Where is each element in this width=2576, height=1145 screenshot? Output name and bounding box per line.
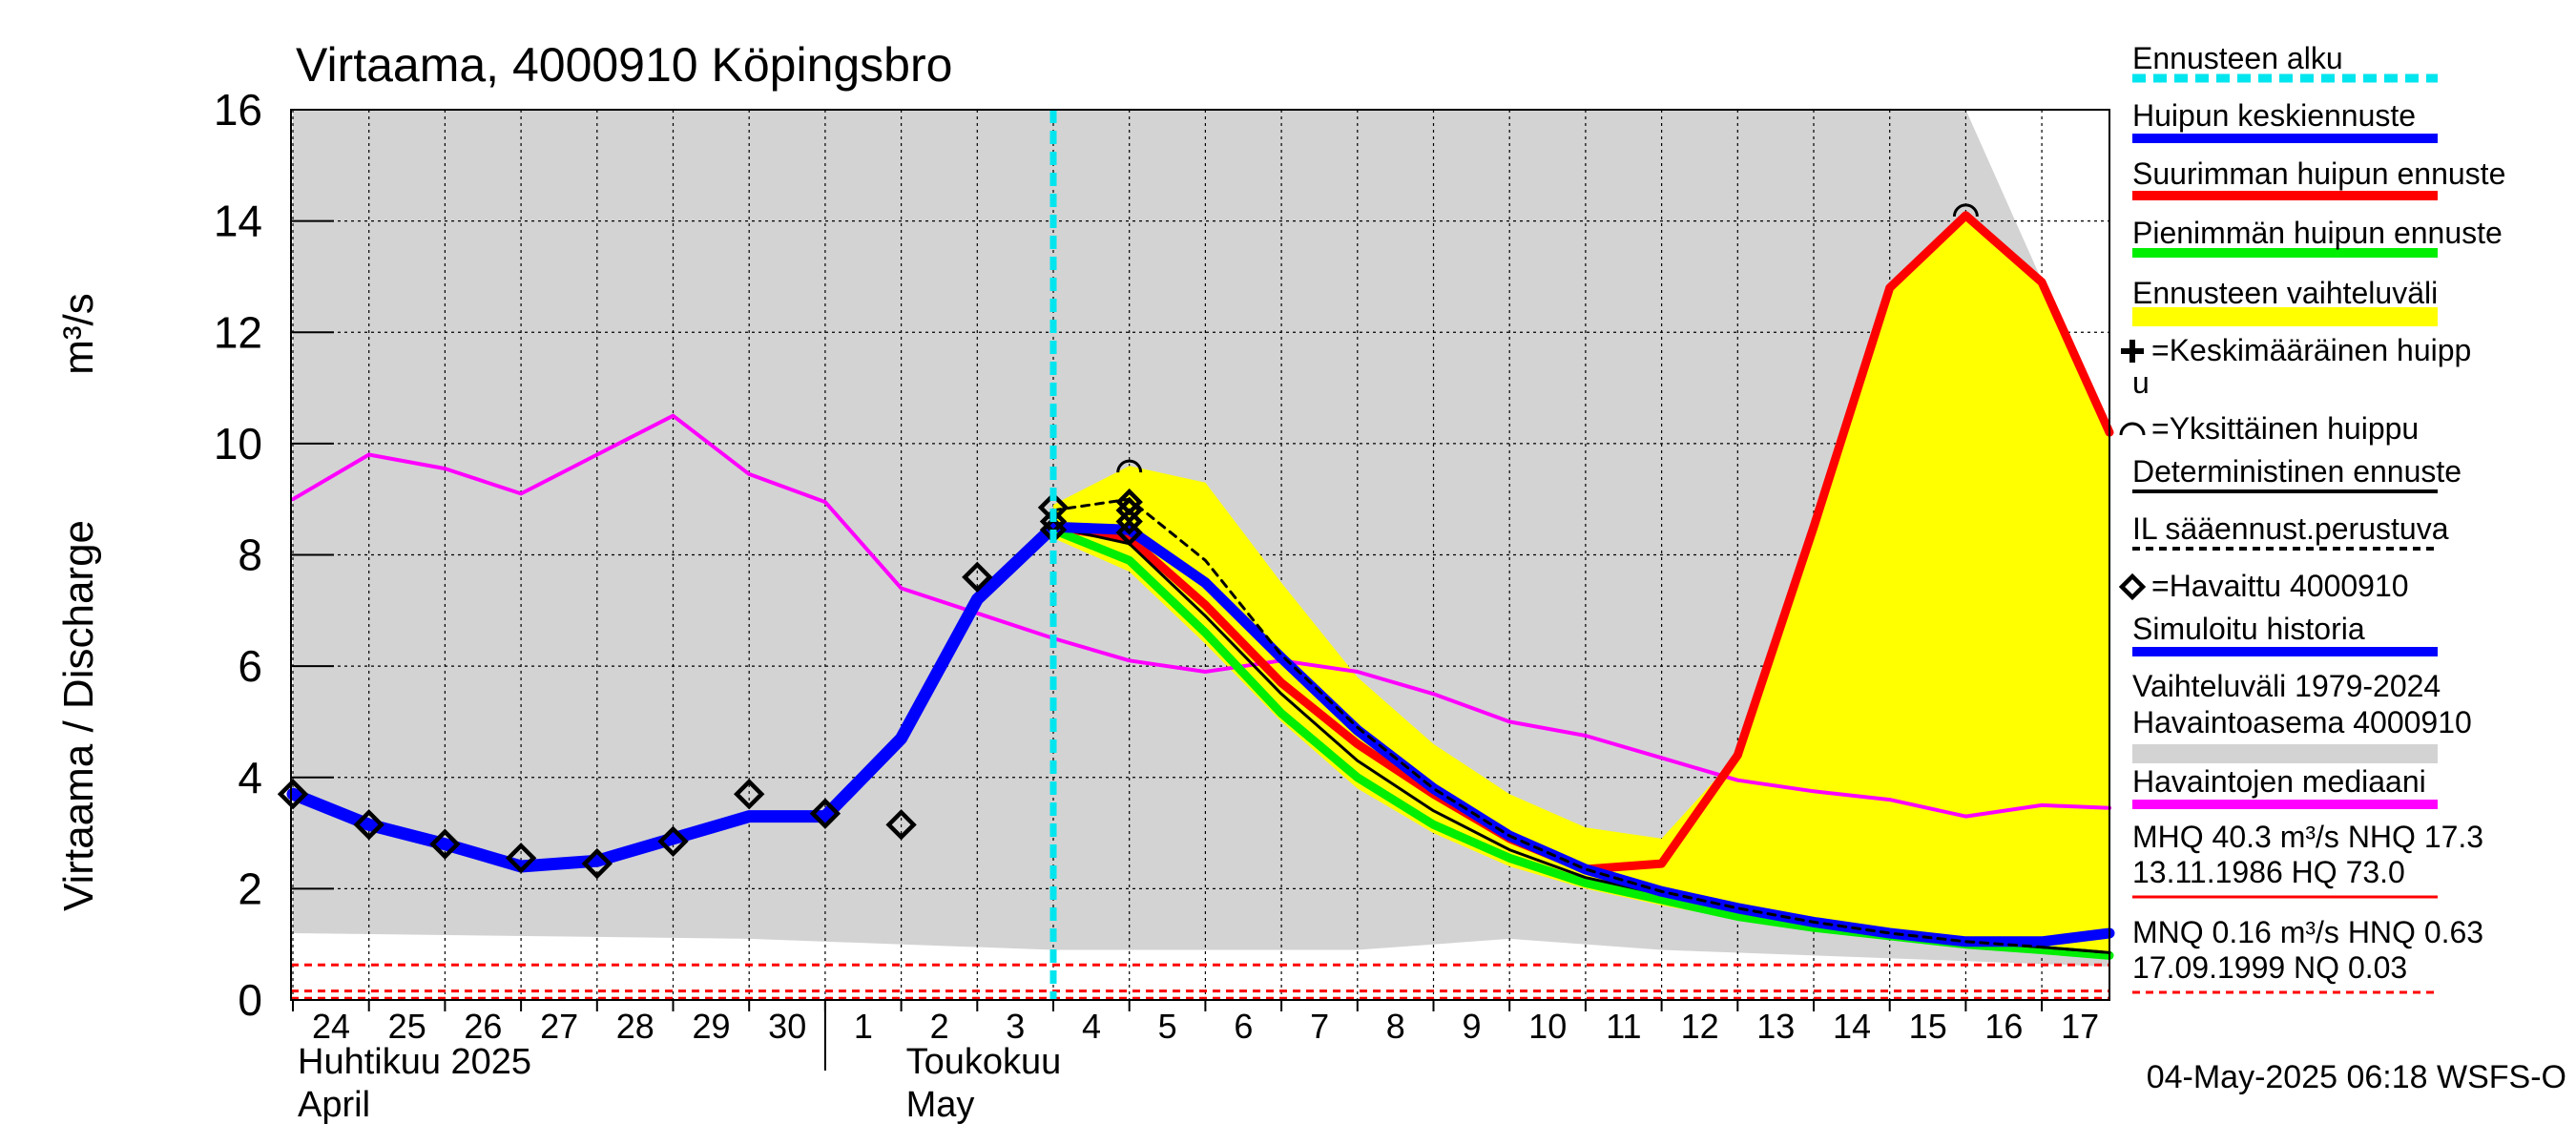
legend-label: Suurimman huipun ennuste [2132, 156, 2505, 191]
legend-label: =Yksittäinen huippu [2151, 411, 2419, 446]
peak-diamond [1115, 518, 1143, 547]
legend-label-line2: 13.11.1986 HQ 73.0 [2132, 855, 2405, 889]
legend-label: Simuloitu historia [2132, 612, 2365, 646]
y-tick-label: 4 [238, 753, 262, 802]
y-tick-label: 2 [238, 864, 262, 913]
legend-label: Ennusteen vaihteluväli [2132, 276, 2438, 310]
legend-label-line2: Havaintoasema 4000910 [2132, 705, 2472, 739]
y-tick-label: 16 [214, 85, 262, 135]
y-tick-label: 12 [214, 307, 262, 357]
legend-label-line2: u [2132, 365, 2150, 400]
footer-timestamp: 04-May-2025 06:18 WSFS-O [2147, 1059, 2566, 1095]
y-tick-label: 8 [238, 531, 262, 580]
legend-label: MHQ 40.3 m³/s NHQ 17.3 [2132, 820, 2483, 854]
legend-label: Huipun keskiennuste [2132, 98, 2416, 133]
peak-arc [1116, 459, 1143, 473]
legend-label: MNQ 0.16 m³/s HNQ 0.63 [2132, 915, 2483, 949]
x-tick-label: 15 [1909, 1007, 1947, 1046]
month-label: Toukokuu [906, 1042, 1062, 1082]
x-tick-label: 4 [1082, 1007, 1101, 1046]
series-havaintojen-mediaani [291, 413, 2111, 819]
x-tick-label: 24 [312, 1007, 350, 1046]
x-tick-label: 16 [1984, 1007, 2023, 1046]
forecast-range-area [1053, 215, 2109, 959]
x-tick-label: 26 [464, 1007, 502, 1046]
observed-point [581, 847, 613, 880]
series-simuloitu-historia [286, 520, 1060, 873]
observed-point [809, 798, 841, 829]
x-tick-label: 14 [1833, 1007, 1871, 1046]
markers [277, 203, 1979, 880]
x-tick-label: 28 [616, 1007, 654, 1046]
observed-point [353, 809, 384, 841]
y-axis-unit: m³/s [55, 293, 102, 375]
observed-point [962, 561, 993, 593]
x-tick-label: 12 [1681, 1007, 1719, 1046]
x-tick-label: 13 [1756, 1007, 1795, 1046]
legend-arc-icon [2119, 422, 2146, 436]
x-tick-label: 7 [1310, 1007, 1329, 1046]
observed-point [657, 825, 689, 857]
legend-label: Deterministinen ennuste [2132, 454, 2462, 489]
month-label: Huhtikuu 2025 [298, 1042, 531, 1082]
forecast-range-band [1053, 215, 2109, 959]
x-tick-label: 10 [1528, 1007, 1567, 1046]
x-tick-label: 17 [2061, 1007, 2099, 1046]
peak-diamond [1115, 508, 1143, 535]
legend-label: Ennusteen alku [2132, 41, 2343, 75]
observed-point [885, 809, 917, 841]
legend-label: =Havaittu 4000910 [2151, 569, 2409, 603]
observed-point [734, 779, 765, 810]
legend-label: Havaintojen mediaani [2132, 764, 2426, 799]
legend-label: Pienimmän huipun ennuste [2132, 216, 2503, 250]
series-lines [286, 211, 2115, 960]
x-tick-label: 11 [1606, 1007, 1641, 1046]
legend-plus-icon [2121, 340, 2144, 363]
x-tick-label: 29 [692, 1007, 730, 1046]
x-tick-label: 8 [1386, 1007, 1405, 1046]
x-tick-label: 27 [540, 1007, 578, 1046]
x-tick-label: 1 [854, 1007, 873, 1046]
x-tick-label: 5 [1158, 1007, 1177, 1046]
legend-swatch [2132, 307, 2438, 326]
x-tick-label: 30 [768, 1007, 806, 1046]
legend-diamond-icon [2118, 572, 2147, 601]
y-tick-label: 6 [238, 641, 262, 691]
peak-arc [1952, 203, 1979, 218]
y-tick-label: 14 [214, 197, 262, 246]
x-tick-label: 9 [1462, 1007, 1481, 1046]
x-tick-label: 3 [1006, 1007, 1025, 1046]
legend-swatch [2132, 744, 2438, 763]
x-tick-label: 25 [388, 1007, 426, 1046]
legend: Ennusteen alku Huipun keskiennuste Suurimm… [2118, 41, 2505, 994]
y-tick-label: 10 [214, 419, 262, 468]
legend-label: IL sääennust.perustuva [2132, 511, 2449, 546]
observed-point [505, 843, 537, 874]
chart-title: Virtaama, 4000910 Köpingsbro [296, 38, 952, 92]
x-tick-label: 6 [1234, 1007, 1253, 1046]
legend-label-line2: 17.09.1999 NQ 0.03 [2132, 950, 2407, 985]
legend-label: =Keskimääräinen huipp [2151, 333, 2471, 367]
observed-point [429, 828, 461, 860]
y-tick-label: 0 [238, 975, 262, 1025]
series-il-s-ennust-perustuva [1051, 497, 2111, 954]
y-axis-label: Virtaama / Discharge [55, 520, 102, 911]
month-label-en: April [298, 1085, 370, 1125]
month-label-en: May [906, 1085, 975, 1125]
observed-point [277, 779, 309, 810]
x-tick-label: 2 [930, 1007, 949, 1046]
reference-lines [291, 963, 2109, 1000]
legend-label: Vaihteluväli 1979-2024 [2132, 669, 2441, 703]
